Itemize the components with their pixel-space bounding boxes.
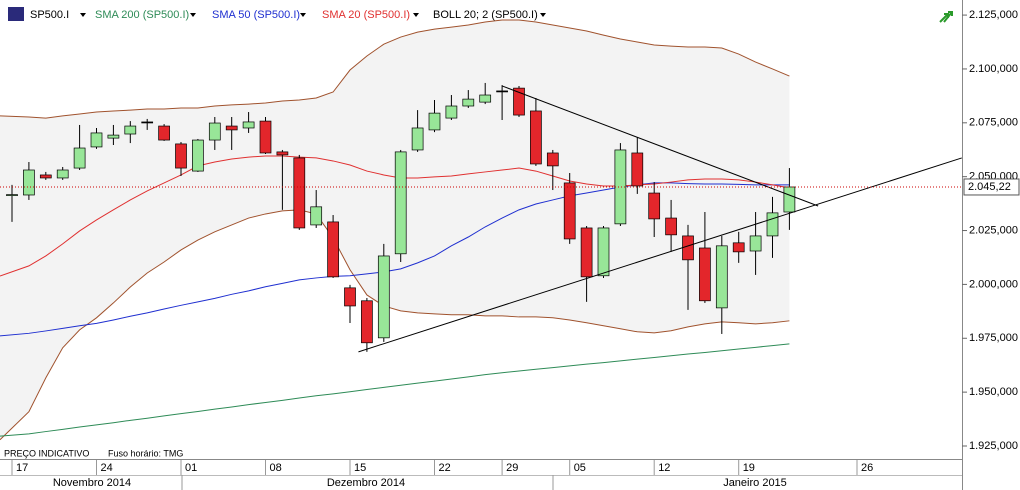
- x-tick-label: 05: [574, 462, 586, 474]
- month-label: Novembro 2014: [53, 477, 131, 489]
- legend-entry: SMA 200 (SP500.I): [95, 9, 189, 21]
- legend-dropdown: [80, 13, 86, 17]
- x-tick-label: 22: [439, 462, 451, 474]
- x-tick-label: 01: [185, 462, 197, 474]
- candle-body: [6, 194, 18, 196]
- candle-body: [344, 287, 356, 307]
- footer-note: PREÇO INDICATIVO: [4, 448, 89, 458]
- bollinger-lower: [0, 209, 790, 441]
- candle-body: [715, 245, 728, 309]
- candle-body: [665, 217, 677, 236]
- candle-body: [580, 227, 593, 278]
- x-tick-label: 19: [743, 462, 755, 474]
- last-price-label: 2.045,22: [968, 181, 1011, 193]
- candle-body: [766, 212, 779, 237]
- x-tick-label: 15: [354, 462, 366, 474]
- candle-body: [732, 242, 745, 253]
- month-label: Janeiro 2015: [723, 477, 787, 489]
- candle-body: [783, 186, 796, 213]
- band-fill: [0, 20, 790, 440]
- candle-body: [175, 143, 187, 169]
- y-tick-label: 1.925,000: [969, 440, 1018, 452]
- candle-body: [158, 125, 170, 141]
- candle-body: [124, 125, 137, 135]
- last-price-box: [963, 178, 1020, 196]
- indicator-line: [0, 343, 790, 437]
- y-tick-label: 2.000,000: [969, 278, 1018, 290]
- candle-body: [208, 122, 221, 141]
- candle-body: [394, 151, 407, 255]
- symbol-icon: [8, 7, 24, 21]
- candle-body: [377, 255, 390, 339]
- candle-body: [242, 121, 255, 129]
- y-tick-label: 2.125,000: [969, 9, 1018, 21]
- trendline: [501, 85, 819, 207]
- x-axis-divider: [0, 475, 962, 476]
- candle-body: [276, 151, 289, 156]
- legend-entry: SMA 50 (SP500.I): [212, 9, 300, 21]
- candle-body: [530, 110, 542, 165]
- y-tick-label: 2.075,000: [969, 117, 1018, 129]
- legend-dropdown: [413, 13, 419, 17]
- candle-body: [73, 147, 86, 169]
- legend-dropdown: [190, 13, 196, 17]
- legend-symbol: SP500.I: [30, 9, 69, 21]
- plot-area: [0, 19, 962, 441]
- candle-body: [614, 149, 627, 225]
- candle-body: [411, 127, 424, 151]
- candle-body: [546, 152, 559, 167]
- candle-body: [107, 134, 120, 139]
- candle-body: [648, 192, 661, 220]
- candle-body: [496, 90, 508, 93]
- candle-body: [39, 174, 52, 179]
- candle-body: [479, 94, 492, 103]
- legend-dropdown: [540, 13, 546, 17]
- legend-entry: BOLL 20; 2 (SP500.I): [433, 9, 538, 21]
- candle-body: [293, 157, 306, 229]
- x-tick-label: 29: [506, 462, 518, 474]
- candle-body: [749, 235, 762, 252]
- candle-body: [192, 139, 204, 172]
- y-tick-label: 2.100,000: [969, 63, 1018, 75]
- footer-timezone: Fuso horário: TMG: [108, 448, 183, 458]
- candle-body: [428, 112, 441, 131]
- candle-body: [90, 132, 103, 148]
- candle-body: [597, 227, 610, 277]
- month-label: Dezembro 2014: [327, 477, 405, 489]
- candle-body: [259, 120, 272, 154]
- candle-body: [361, 300, 373, 344]
- y-axis-line: [962, 0, 963, 490]
- candle-body: [141, 121, 154, 124]
- legend-entry: SMA 20 (SP500.I): [322, 9, 410, 21]
- bollinger-upper: [0, 19, 790, 119]
- candle-body: [310, 206, 323, 226]
- legend-dropdown: [300, 13, 306, 17]
- y-tick-label: 1.950,000: [969, 386, 1018, 398]
- x-tick-label: 24: [101, 462, 113, 474]
- candle-body: [445, 105, 458, 119]
- x-tick-label: 17: [16, 462, 28, 474]
- y-tick-label: 2.025,000: [969, 224, 1018, 236]
- candle-body: [631, 152, 644, 187]
- candle-body: [513, 87, 525, 116]
- trendline: [358, 157, 962, 353]
- x-tick-label: 12: [658, 462, 670, 474]
- trend-icon: [939, 11, 953, 23]
- candle-body: [462, 98, 475, 107]
- candle-body: [56, 169, 69, 179]
- candle-body: [563, 182, 576, 240]
- candle-body: [699, 247, 711, 302]
- candle-body: [327, 221, 339, 278]
- candle-body: [23, 169, 35, 196]
- candle-body: [682, 235, 694, 261]
- y-tick-label: 1.975,000: [969, 332, 1018, 344]
- x-tick-label: 08: [270, 462, 282, 474]
- candle-body: [225, 125, 238, 131]
- x-tick-label: 26: [861, 462, 873, 474]
- x-axis-line: [0, 459, 962, 460]
